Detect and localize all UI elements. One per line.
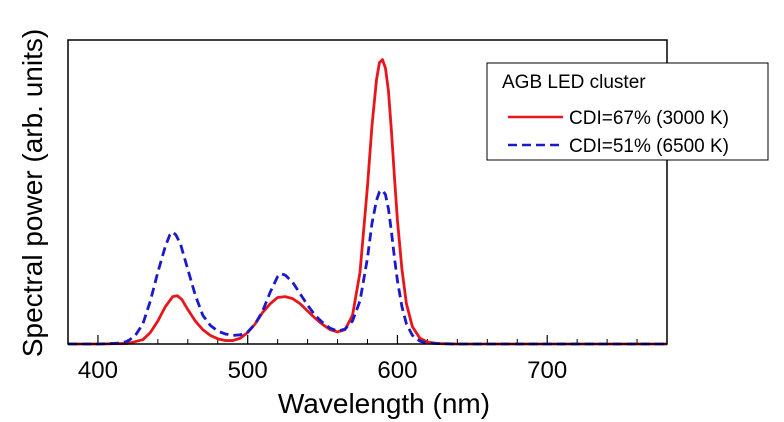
series-line-cdi-67 — [68, 58, 667, 346]
legend-box — [486, 62, 769, 161]
major-ticks — [97, 335, 548, 344]
y-axis-title: Spectral power (arb. units) — [17, 29, 48, 357]
x-tick-labels: 400 500 600 700 — [78, 357, 567, 384]
legend-title: AGB LED cluster — [502, 72, 646, 93]
x-tick-label: 700 — [527, 357, 567, 384]
legend: AGB LED cluster CDI=67% (3000 K) CDI=51%… — [486, 62, 769, 161]
series-layer — [68, 58, 667, 346]
legend-label-cdi-51: CDI=51% (6500 K) — [569, 136, 729, 157]
x-tick-label: 400 — [78, 357, 118, 384]
x-tick-label: 600 — [377, 357, 417, 384]
plot-frame — [67, 39, 668, 345]
series-line-cdi-51 — [68, 188, 667, 346]
x-tick-label: 500 — [228, 357, 268, 384]
x-axis-title: Wavelength (nm) — [278, 388, 490, 419]
legend-label-cdi-67: CDI=67% (3000 K) — [569, 108, 729, 129]
